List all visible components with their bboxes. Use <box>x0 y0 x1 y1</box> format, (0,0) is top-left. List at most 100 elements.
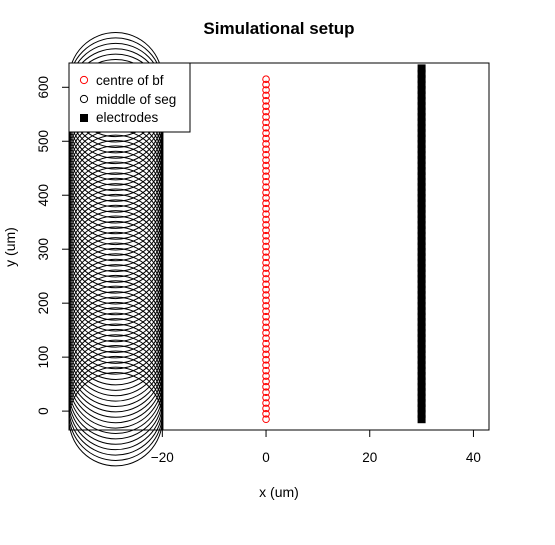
segment-circle-34 <box>68 188 163 283</box>
segment-circle-1 <box>68 366 163 461</box>
bf-centre-point-40 <box>262 199 270 208</box>
electrode-point-39 <box>417 204 426 213</box>
bf-centre-point-25 <box>262 280 270 289</box>
segment-circle-7 <box>68 334 163 429</box>
bf-centre-point-45 <box>262 172 270 181</box>
bf-centre-point-34 <box>262 231 270 240</box>
electrode-point-1 <box>417 409 426 418</box>
electrode-point-62 <box>417 80 426 89</box>
electrode-point-29 <box>417 258 426 267</box>
electrode-point-57 <box>417 107 426 116</box>
bf-centre-point-61 <box>262 86 270 94</box>
segment-circle-20 <box>68 264 163 359</box>
electrode-point-9 <box>417 366 426 375</box>
segment-circle-25 <box>68 237 163 332</box>
electrode-point-59 <box>417 96 426 105</box>
electrode-point-56 <box>417 112 426 121</box>
segment-circle-11 <box>68 312 163 408</box>
chart-title: Simulational setup <box>203 19 354 38</box>
bf-centre-point-51 <box>262 140 270 148</box>
electrode-point-7 <box>417 377 426 386</box>
bf-centre-point-46 <box>262 167 270 175</box>
bf-centre-point-3 <box>262 399 270 407</box>
bf-centre-point-29 <box>262 258 270 267</box>
bf-centre-point-10 <box>262 361 270 370</box>
electrode-point-55 <box>417 118 426 127</box>
bf-centre-point-19 <box>262 312 270 321</box>
segment-circle-29 <box>68 215 163 310</box>
electrode-point-50 <box>417 145 426 154</box>
bf-centre-point-44 <box>262 177 270 186</box>
y-axis-label: y (um) <box>2 227 18 267</box>
electrode-point-63 <box>417 75 426 84</box>
legend: centre of bf middle of seg electrodes <box>68 62 191 133</box>
electrode-point-27 <box>417 269 426 278</box>
bf-centre-point-53 <box>262 129 270 137</box>
bf-centre-point-37 <box>262 215 270 224</box>
segment-circle-35 <box>68 183 163 278</box>
bf-centre-point-12 <box>262 350 270 359</box>
electrode-point-37 <box>417 215 426 224</box>
bf-centre-point-58 <box>262 102 270 110</box>
electrode-point-3 <box>417 399 426 408</box>
y-tick-label-3: 300 <box>36 238 51 261</box>
electrode-point-30 <box>417 253 426 262</box>
bf-centre-point-15 <box>262 334 270 343</box>
electrode-point-31 <box>417 247 426 256</box>
bf-centre-point-62 <box>262 80 270 89</box>
bf-centre-point-4 <box>262 393 270 402</box>
x-tick-label-1: 0 <box>262 450 270 465</box>
segment-circle-2 <box>68 361 163 456</box>
electrode-point-23 <box>417 291 426 300</box>
segment-circle-24 <box>68 242 163 337</box>
bf-centre-point-26 <box>262 275 270 283</box>
segment-circle-22 <box>68 253 163 348</box>
segment-circle-16 <box>68 285 163 381</box>
bf-centre-point-52 <box>262 134 270 143</box>
bf-centre-point-36 <box>262 221 270 229</box>
y-tick-label-1: 100 <box>36 346 51 369</box>
bf-centre-point-5 <box>262 388 270 397</box>
electrode-point-22 <box>417 296 426 305</box>
legend-marker-middle-of-seg <box>79 94 89 104</box>
electrode-point-40 <box>417 199 426 208</box>
electrode-point-61 <box>417 85 426 94</box>
electrode-point-17 <box>417 323 426 332</box>
segment-circle-5 <box>68 345 163 440</box>
bf-centre-point-13 <box>262 345 270 353</box>
electrode-point-34 <box>417 231 426 240</box>
electrode-point-51 <box>417 139 426 148</box>
electrode-point-49 <box>417 150 426 159</box>
segment-circle-14 <box>68 296 163 391</box>
electrode-point-43 <box>417 183 426 192</box>
electrode-point-46 <box>417 166 426 175</box>
bf-centre-point-24 <box>262 285 270 294</box>
bf-centre-point-38 <box>262 210 270 218</box>
segment-circle-43 <box>68 139 163 235</box>
bf-centre-point-56 <box>262 113 270 121</box>
legend-marker-centre-of-bf <box>79 75 89 85</box>
segment-circle-45 <box>68 129 163 224</box>
bf-centre-point-60 <box>262 91 270 100</box>
electrode-point-19 <box>417 312 426 321</box>
segment-circle-10 <box>68 318 163 413</box>
bf-centre-point-18 <box>262 318 270 326</box>
segment-circle-23 <box>68 247 163 343</box>
bf-centre-point-9 <box>262 366 270 375</box>
bf-centre-point-22 <box>262 296 270 305</box>
segment-circle-42 <box>68 145 163 240</box>
bf-centre-point-0 <box>262 415 270 424</box>
segment-circle-26 <box>68 231 163 327</box>
bf-centre-point-21 <box>262 302 270 310</box>
bf-centre-point-63 <box>262 75 270 83</box>
segment-circle-6 <box>68 339 163 434</box>
legend-label-middle-of-seg: middle of seg <box>96 92 176 107</box>
bf-centre-point-17 <box>262 323 270 332</box>
segment-circle-41 <box>68 150 163 246</box>
segment-circle-12 <box>68 307 163 402</box>
bf-centre-point-1 <box>262 410 270 418</box>
electrode-point-36 <box>417 220 426 229</box>
electrode-point-8 <box>417 372 426 381</box>
segment-circle-38 <box>68 166 163 262</box>
electrode-point-4 <box>417 393 426 402</box>
